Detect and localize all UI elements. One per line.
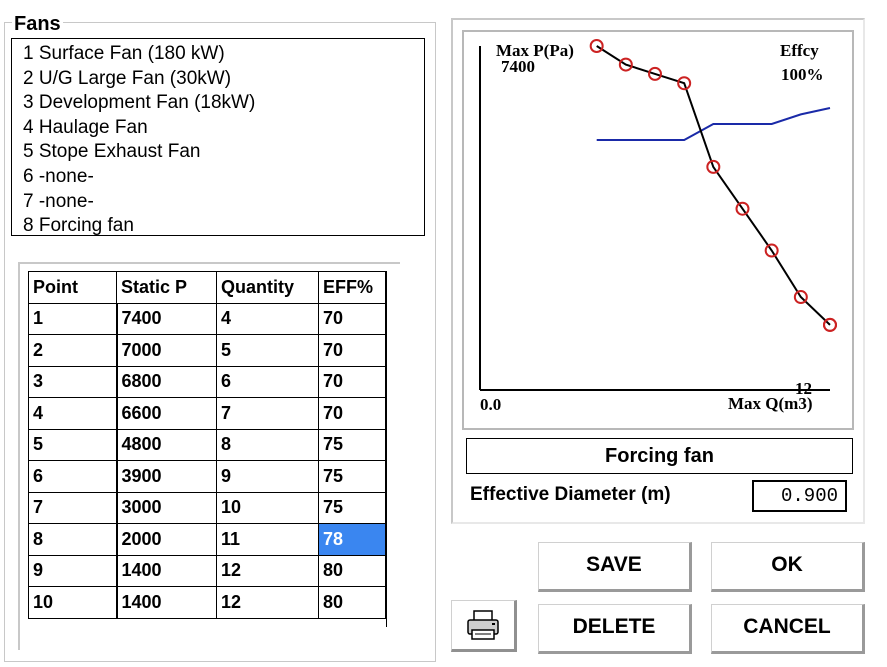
fan-curve-panel	[451, 18, 865, 524]
fans-group-title: Fans	[12, 13, 63, 35]
table-cell[interactable]: 7	[216, 397, 319, 430]
table-cell[interactable]: 75	[318, 460, 386, 493]
table-row: 9 1400 12 80	[28, 554, 386, 587]
table-cell[interactable]: 8	[28, 523, 118, 556]
table-cell[interactable]: 80	[318, 554, 386, 587]
fan-list-item[interactable]: 7 -none-	[23, 190, 94, 212]
max-pressure-label: Max P(Pa)	[496, 41, 574, 60]
table-cell[interactable]: 1	[28, 302, 118, 335]
table-cell[interactable]: 4800	[116, 428, 217, 461]
table-row: 7 3000 10 75	[28, 491, 386, 524]
table-cell[interactable]: 9	[216, 460, 319, 493]
table-cell[interactable]: 3000	[116, 491, 217, 524]
fan-list-item[interactable]: 6 -none-	[23, 165, 94, 187]
column-header[interactable]: Point	[28, 271, 117, 304]
fan-points-table: Point Static P Quantity EFF% 1 7400 4 70 2 7000 5…	[28, 271, 386, 619]
table-cell[interactable]: 78	[318, 523, 386, 556]
column-header[interactable]: EFF%	[318, 271, 386, 304]
table-row: 3 6800 6 70	[28, 365, 386, 398]
table-cell[interactable]: 80	[318, 586, 386, 619]
table-cell[interactable]: 70	[318, 334, 386, 367]
table-cell[interactable]: 70	[318, 302, 386, 335]
print-button[interactable]	[451, 600, 517, 652]
delete-button[interactable]: DELETE	[538, 604, 692, 654]
table-cell[interactable]: 75	[318, 428, 386, 461]
table-row: 1 7400 4 70	[28, 302, 386, 335]
fan-name-field[interactable]: Forcing fan	[466, 438, 853, 474]
fan-list-item[interactable]: 3 Development Fan (18kW)	[23, 92, 256, 114]
save-button[interactable]: SAVE	[538, 542, 692, 592]
table-cell[interactable]: 10	[28, 586, 118, 619]
table-cell[interactable]: 3	[28, 365, 118, 398]
x-axis-min-label: 0.0	[480, 395, 502, 414]
ok-button[interactable]: OK	[711, 542, 865, 592]
diameter-label: Effective Diameter (m)	[470, 484, 671, 505]
table-cell[interactable]: 7	[28, 491, 118, 524]
table-cell[interactable]: 70	[318, 397, 386, 430]
fan-list-item[interactable]: 4 Haulage Fan	[23, 116, 148, 138]
pressure-point-marker	[589, 39, 604, 53]
max-quantity-value: 12	[795, 379, 812, 398]
pressure-point-marker	[706, 159, 721, 174]
table-cell[interactable]: 6	[28, 460, 118, 493]
fan-list-item[interactable]: 8 Forcing fan	[23, 215, 134, 237]
efficiency-label: Effcy	[780, 41, 819, 60]
table-cell[interactable]: 9	[28, 554, 118, 587]
table-row: 10 1400 12 80	[28, 586, 386, 619]
pressure-point-marker	[823, 317, 837, 332]
table-row: 6 3900 9 75	[28, 460, 386, 493]
fan-curve-chart-frame	[462, 30, 854, 430]
table-cell[interactable]: 2	[28, 334, 118, 367]
table-cell[interactable]: 6	[216, 365, 319, 398]
table-cell[interactable]: 10	[216, 491, 319, 524]
table-row: 2 7000 5 70	[28, 334, 386, 367]
efficiency-curve	[596, 107, 831, 141]
table-cell[interactable]: 11	[216, 523, 319, 556]
table-cell[interactable]: 7400	[116, 302, 217, 335]
table-cell[interactable]: 2000	[116, 523, 217, 556]
efficiency-max-value: 100%	[781, 65, 824, 84]
table-cell[interactable]: 6800	[116, 365, 217, 398]
pressure-point-marker	[764, 243, 779, 258]
table-cell[interactable]: 6600	[116, 397, 217, 430]
fan-list-item[interactable]: 5 Stope Exhaust Fan	[23, 141, 201, 163]
fans-listbox[interactable]: 1 Surface Fan (180 kW) 2 U/G Large Fan (3…	[11, 38, 425, 236]
table-cell[interactable]: 3900	[116, 460, 217, 493]
pressure-curve	[596, 45, 831, 326]
pressure-point-marker	[677, 76, 692, 91]
pressure-point-marker	[648, 66, 662, 81]
table-cell[interactable]: 75	[318, 491, 386, 524]
table-cell[interactable]: 7000	[116, 334, 217, 367]
printer-icon	[467, 610, 499, 640]
fan-list-item[interactable]: 1 Surface Fan (180 kW)	[23, 43, 225, 64]
table-cell[interactable]: 4	[216, 302, 319, 335]
pressure-point-marker	[735, 201, 750, 216]
table-row: 5 4800 8 75	[28, 428, 386, 461]
fan-list-item[interactable]: 2 U/G Large Fan (30kW)	[23, 67, 232, 89]
max-pressure-value: 7400	[501, 57, 535, 76]
column-header[interactable]: Static P	[116, 271, 217, 304]
column-header[interactable]: Quantity	[216, 271, 319, 304]
pressure-point-marker	[793, 290, 808, 305]
table-cell[interactable]: 4	[28, 397, 118, 430]
table-row: 4 6600 7 70	[28, 397, 386, 430]
table-cell[interactable]: 5	[28, 428, 118, 461]
table-cell[interactable]: 1400	[116, 586, 217, 619]
table-cell[interactable]: 1400	[116, 554, 217, 587]
points-table-frame	[18, 262, 400, 650]
table-cell[interactable]: 70	[318, 365, 386, 398]
cancel-button[interactable]: CANCEL	[711, 604, 865, 654]
fan-curve-chart	[479, 39, 837, 391]
fans-group-box	[4, 22, 436, 662]
table-scroll-area[interactable]	[386, 271, 400, 627]
max-quantity-label: Max Q(m3)	[728, 394, 813, 413]
table-cell[interactable]: 12	[216, 554, 319, 587]
table-cell[interactable]: 12	[216, 586, 319, 619]
table-row: 8 2000 11 78	[28, 523, 386, 556]
diameter-input[interactable]: 0.900	[752, 480, 847, 512]
pressure-point-marker	[618, 57, 633, 72]
table-cell[interactable]: 8	[216, 428, 319, 461]
table-cell[interactable]: 5	[216, 334, 319, 367]
